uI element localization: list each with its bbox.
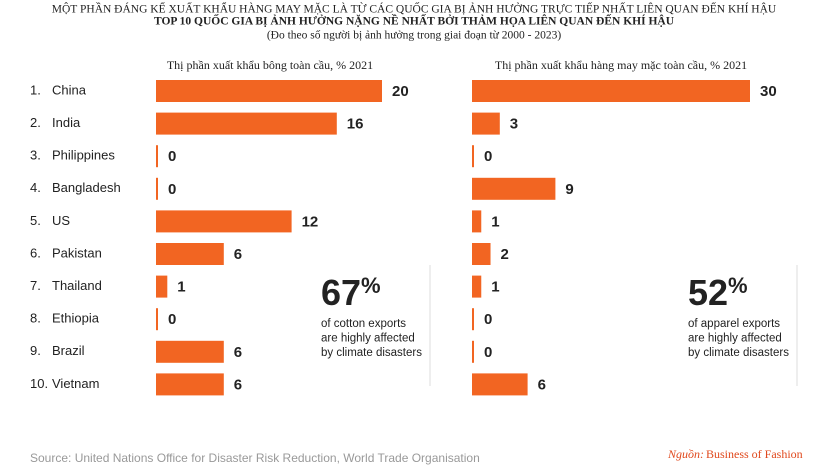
bar: [472, 275, 482, 298]
bar: [156, 80, 382, 102]
value-label: 16: [347, 116, 364, 133]
stat-text: by climate disasters: [321, 347, 422, 359]
category-label: Philippines: [52, 148, 115, 163]
rank: 10.: [30, 376, 48, 391]
stat-text: of apparel exports: [688, 318, 780, 330]
credit: Business of Fashion: [706, 447, 803, 461]
bar: [156, 308, 158, 331]
category-label: India: [52, 115, 81, 130]
value-label: 0: [484, 311, 492, 328]
source: Source: United Nations Office for Disast…: [30, 451, 480, 465]
bar: [156, 210, 292, 233]
bar: [156, 373, 224, 396]
stat-text: of cotton exports: [321, 318, 406, 330]
stat-unit: %: [361, 273, 381, 298]
value-label: 30: [760, 83, 777, 100]
value-label: 20: [392, 83, 409, 100]
value-label: 6: [538, 376, 546, 393]
value-label: 3: [510, 116, 518, 133]
stat-number-value: 52: [688, 272, 728, 313]
category-label: Vietnam: [52, 376, 99, 391]
rank: 4.: [30, 180, 41, 195]
value-label: 12: [302, 213, 319, 230]
bar: [472, 112, 500, 135]
bar: [472, 243, 491, 265]
rank: 9.: [30, 343, 41, 358]
stat-text: are highly affected: [321, 333, 415, 345]
category-label: US: [52, 213, 70, 228]
value-label: 6: [234, 246, 242, 263]
value-label: 1: [491, 213, 499, 230]
bar: [472, 373, 528, 396]
stat-text: by climate disasters: [688, 347, 789, 359]
value-label: 0: [168, 148, 176, 165]
panel-title: Thị phần xuất khẩu hàng may mặc toàn cầu…: [495, 58, 747, 72]
stat-number-value: 67: [321, 272, 361, 313]
category-label: Pakistan: [52, 245, 102, 260]
title: TOP 10 QUỐC GIA BỊ ẢNH HƯỞNG NẶNG NỀ NHẤ…: [154, 13, 675, 28]
rank: 5.: [30, 213, 41, 228]
panel-title: Thị phần xuất khẩu bông toàn cầu, % 2021: [167, 58, 373, 72]
value-label: 6: [234, 376, 242, 393]
stat-number: 67%: [321, 272, 381, 313]
bar: [156, 145, 158, 168]
category-label: Thailand: [52, 278, 102, 293]
title: MỘT PHẦN ĐÁNG KỂ XUẤT KHẨU HÀNG MAY MẶC …: [52, 1, 777, 16]
bar: [472, 145, 474, 168]
stat-text: are highly affected: [688, 333, 782, 345]
bar: [156, 340, 224, 363]
value-label: 9: [565, 181, 573, 198]
stat-unit: %: [728, 273, 748, 298]
value-label: 0: [484, 148, 492, 165]
value-label: 0: [484, 344, 492, 361]
rank: 1.: [30, 82, 41, 97]
subtitle: (Đo theo số người bị ảnh hưởng trong gia…: [267, 29, 562, 42]
bar: [472, 308, 474, 331]
value-label: 6: [234, 344, 242, 361]
value-label: 1: [177, 279, 185, 296]
bar: [156, 112, 337, 135]
bar: [156, 275, 168, 298]
category-label: Bangladesh: [52, 180, 121, 195]
rank: 3.: [30, 148, 41, 163]
stat-number: 52%: [688, 272, 748, 313]
value-label: 0: [168, 181, 176, 198]
category-label: Ethiopia: [52, 311, 100, 326]
credit-label: Nguồn:: [667, 447, 704, 461]
bar: [156, 243, 224, 265]
value-label: 2: [501, 246, 509, 263]
bar: [472, 80, 750, 102]
bar: [472, 210, 482, 233]
category-label: China: [52, 82, 87, 97]
rank: 2.: [30, 115, 41, 130]
bar: [472, 340, 474, 363]
category-label: Brazil: [52, 343, 85, 358]
bar: [156, 177, 158, 200]
value-label: 0: [168, 311, 176, 328]
rank: 6.: [30, 245, 41, 260]
rank: 8.: [30, 311, 41, 326]
rank: 7.: [30, 278, 41, 293]
bar: [472, 177, 556, 200]
value-label: 1: [491, 279, 499, 296]
